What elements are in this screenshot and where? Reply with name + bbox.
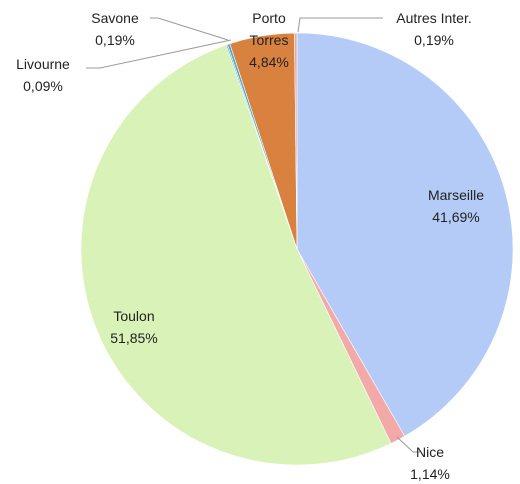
leader-line <box>396 436 420 453</box>
leader-line <box>150 17 229 41</box>
slice-label: Marseille <box>427 187 484 203</box>
slice-value: 41,69% <box>432 209 480 225</box>
slice-label: Nice <box>415 444 444 460</box>
slice-label: Porto Torres <box>249 10 289 48</box>
slice-label: Livourne <box>16 56 70 72</box>
slice-value: 4,84% <box>249 54 289 70</box>
slice-label: Toulon <box>113 308 155 324</box>
pie-slice <box>296 32 514 437</box>
pie-slice <box>80 44 392 466</box>
pie-slice <box>294 32 298 250</box>
slice-label: Savone <box>91 10 139 26</box>
leader-line <box>86 39 232 69</box>
slice-value: 51,85% <box>110 330 158 346</box>
slice-label: Autres Inter. <box>396 10 472 26</box>
slice-value: 0,19% <box>95 32 135 48</box>
leader-line <box>297 17 383 33</box>
slice-value: 0,09% <box>23 78 63 94</box>
slice-value: 1,14% <box>410 466 450 482</box>
slice-value: 0,19% <box>414 32 454 48</box>
